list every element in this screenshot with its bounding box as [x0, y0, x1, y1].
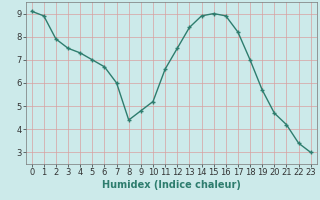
X-axis label: Humidex (Indice chaleur): Humidex (Indice chaleur) — [102, 180, 241, 190]
